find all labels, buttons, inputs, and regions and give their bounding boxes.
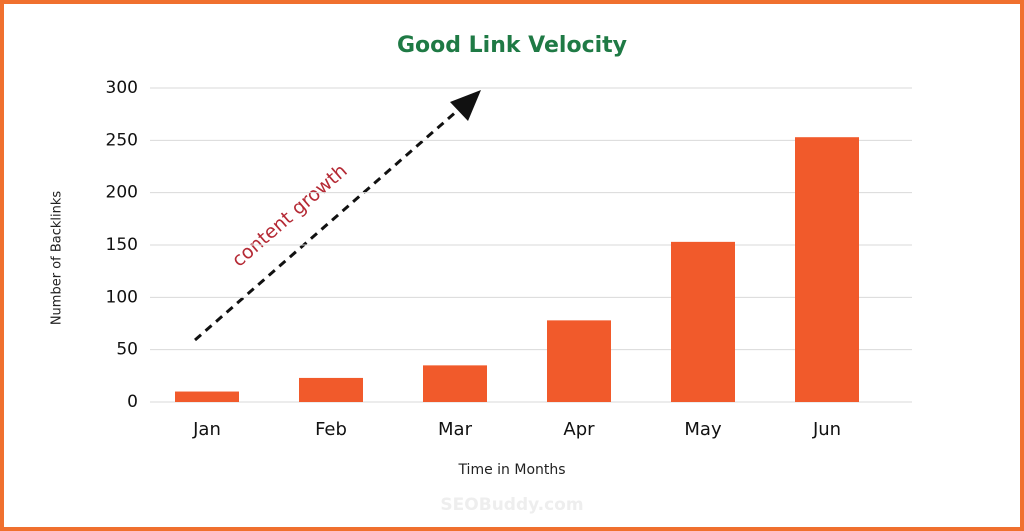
x-tick-label: May	[684, 419, 722, 440]
bar	[795, 137, 859, 402]
x-tick-label: Apr	[563, 419, 595, 440]
arrow	[194, 102, 466, 342]
y-tick-label: 200	[106, 183, 138, 203]
x-tick-label: Jun	[812, 419, 841, 440]
bar	[299, 377, 363, 402]
x-tick-label: Mar	[438, 419, 473, 440]
y-tick-label: 150	[106, 235, 138, 255]
y-tick-label: 300	[106, 78, 138, 98]
y-tick-label: 100	[106, 287, 138, 307]
bar	[671, 241, 735, 402]
y-tick-label: 50	[116, 340, 138, 360]
chart-title: Good Link Velocity	[397, 33, 627, 58]
bar	[423, 365, 487, 402]
y-axis-label: Number of Backlinks	[50, 191, 65, 326]
x-axis-label: Time in Months	[457, 462, 565, 478]
bar	[547, 320, 611, 402]
x-tick-label: Feb	[315, 419, 347, 440]
watermark: SEOBuddy.com	[440, 495, 583, 515]
x-tick-label: Jan	[192, 419, 221, 440]
y-tick-label: 0	[127, 392, 138, 412]
bar	[175, 391, 239, 402]
y-tick-label: 250	[106, 130, 138, 150]
arrow-head	[450, 90, 481, 121]
